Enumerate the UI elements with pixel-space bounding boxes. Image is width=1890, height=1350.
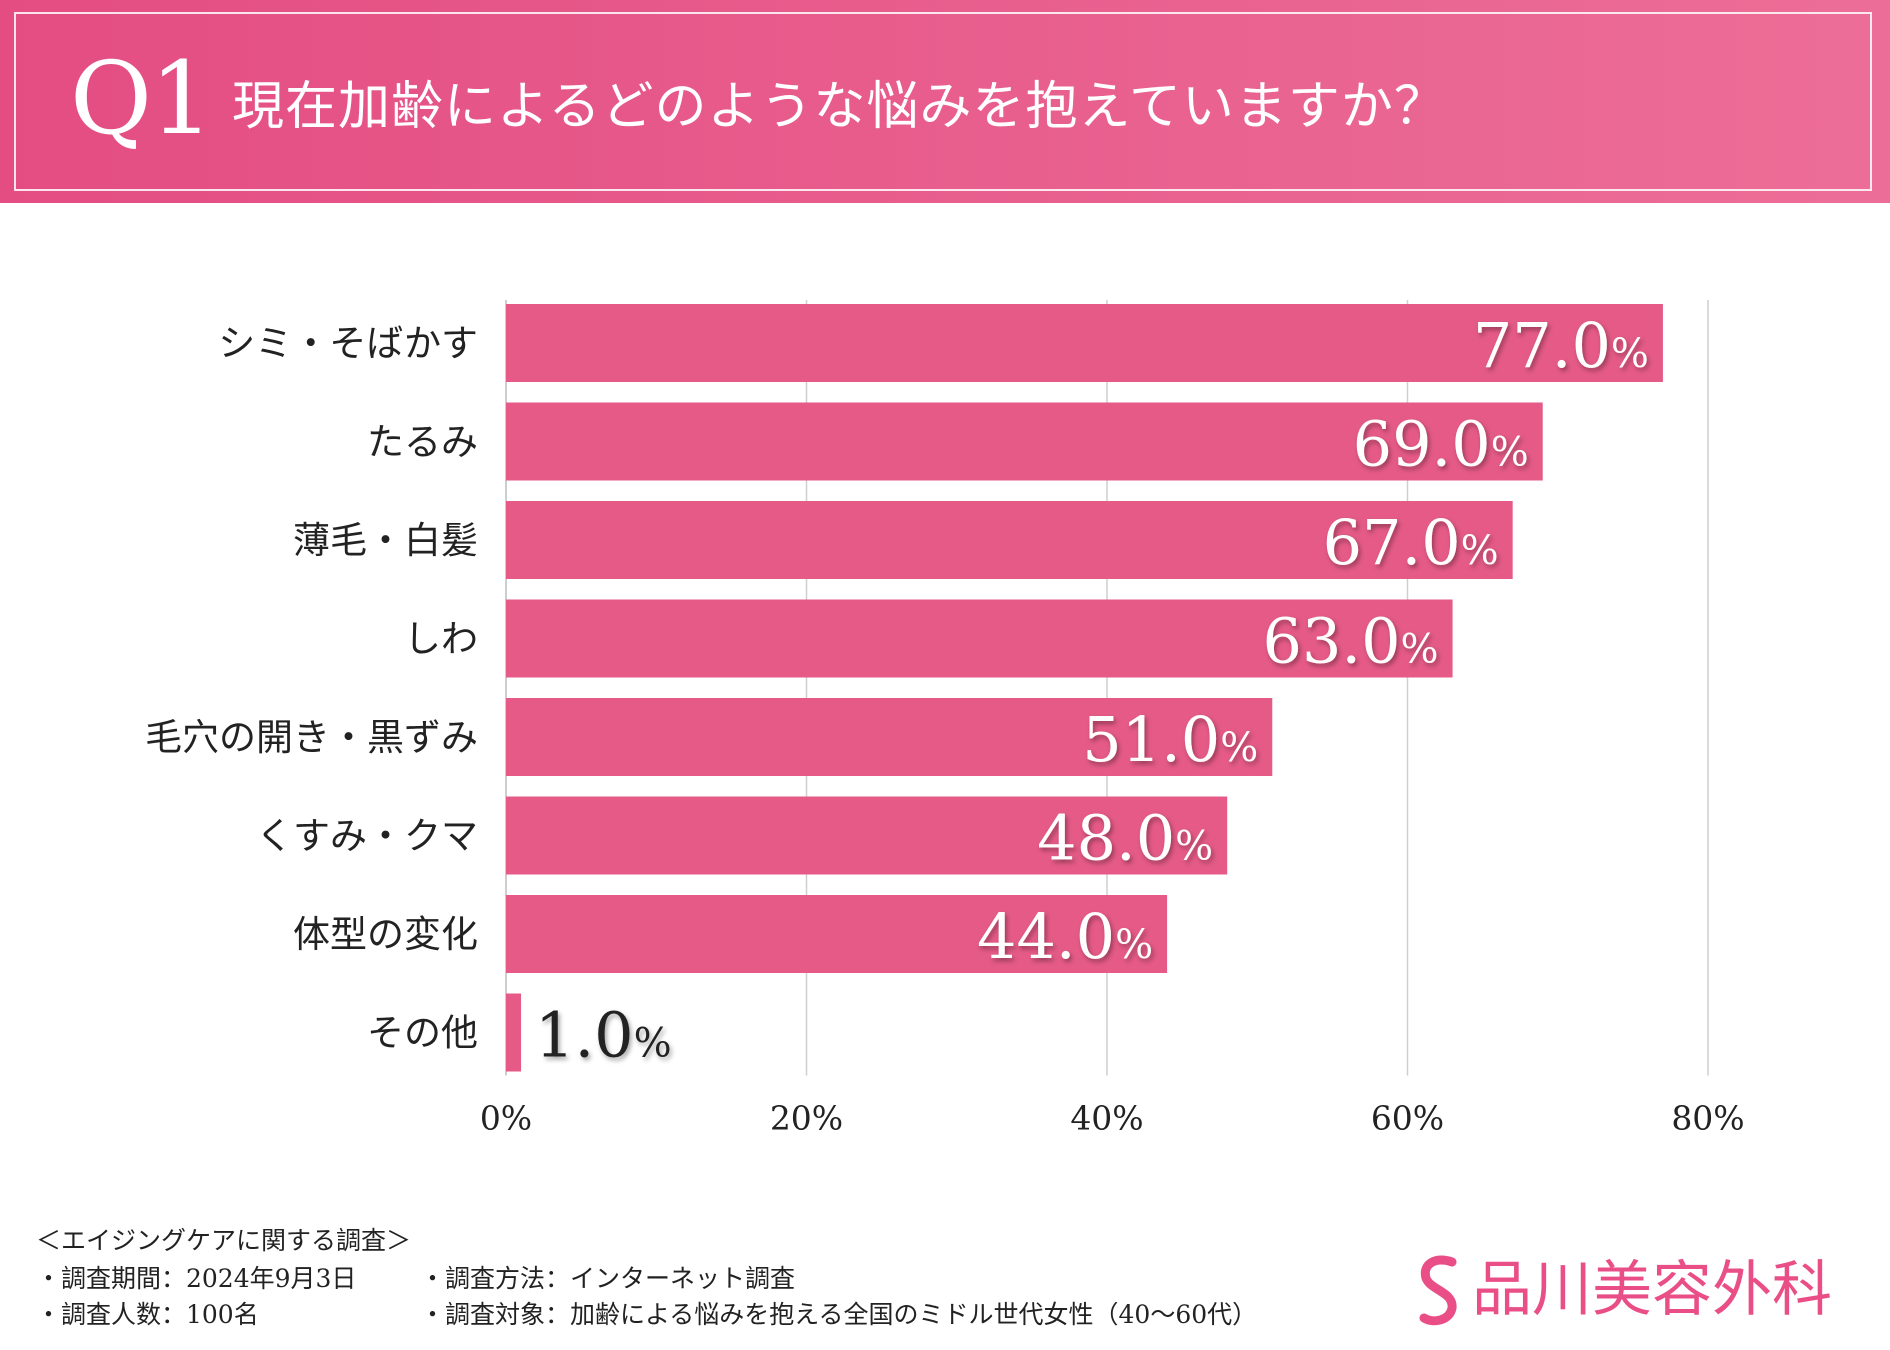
question-number: Q1 [70,40,214,157]
bar [506,599,1453,678]
value-number: 51.0 [1082,703,1220,776]
value-number: 48.0 [1037,802,1175,875]
bars [506,304,1663,1072]
value-number: 77.0 [1473,309,1611,382]
value-suffix: % [1401,627,1439,673]
bar [506,796,1228,875]
value-label: 67.0% [1323,506,1499,579]
survey-method: ・調査方法：インターネット調査 [420,1264,796,1293]
value-suffix: % [1175,824,1213,870]
value-label: 69.0% [1353,408,1529,481]
value-number: 67.0 [1323,506,1461,579]
s-logo-icon [1419,1255,1457,1326]
survey-count: ・調査人数：100名 [36,1300,259,1329]
value-suffix: % [634,1021,672,1067]
value-labels: 77.0%69.0%67.0%63.0%51.0%48.0%44.0%1.0% [535,309,1649,1072]
bar [506,698,1273,776]
question-text: 現在加齢によるどのような悩みを抱えていますか？ [232,77,1447,137]
value-suffix: % [1461,528,1499,574]
bar [506,993,522,1072]
value-suffix: % [1611,331,1649,377]
bar-chart: シミ・そばかすたるみ薄毛・白髪しわ毛穴の開き・黒ずみくすみ・クマ体型の変化その他… [145,300,1745,1138]
category-label: シミ・そばかす [218,322,478,365]
bar [506,895,1168,973]
brand-logo: 品川美容外科 [1412,1250,1872,1330]
question-banner: Q1 現在加齢によるどのような悩みを抱えていますか？ [0,0,1890,203]
survey-title: ＜エイジングケアに関する調査＞ [36,1226,412,1255]
bar [506,501,1513,579]
value-number: 63.0 [1263,605,1401,678]
value-suffix: % [1115,922,1153,968]
x-tick-label: 40% [1070,1099,1143,1138]
survey-period: ・調査期間：2024年9月3日 [36,1264,357,1293]
bar [506,304,1663,382]
category-label: しわ [404,618,478,661]
category-label: くすみ・クマ [256,815,478,858]
bar [506,402,1543,481]
category-label: たるみ [367,421,478,464]
brand-name: 品川美容外科 [1472,1255,1832,1325]
value-label: 63.0% [1263,605,1439,678]
category-label: 薄毛・白髪 [293,519,478,562]
category-label: その他 [367,1012,478,1055]
x-axis-ticks: 0% 20% 40% 60% 80% [480,1099,1745,1138]
value-label: 51.0% [1082,703,1258,776]
value-number: 1.0 [535,999,634,1072]
value-label: 77.0% [1473,309,1649,382]
value-number: 69.0 [1353,408,1491,481]
x-tick-label: 20% [770,1099,843,1138]
value-suffix: % [1220,725,1258,771]
value-label: 1.0% [535,999,672,1072]
value-label: 44.0% [977,900,1153,973]
value-suffix: % [1491,430,1529,476]
x-tick-label: 60% [1371,1099,1444,1138]
value-label: 48.0% [1037,802,1213,875]
x-tick-label: 0% [480,1099,532,1138]
category-label: 毛穴の開き・黒ずみ [145,716,478,759]
category-label: 体型の変化 [293,913,478,956]
x-tick-label: 80% [1671,1099,1744,1138]
banner-frame [14,12,1872,191]
survey-target: ・調査対象：加齢による悩みを抱える全国のミドル世代女性（40〜60代） [420,1300,1258,1329]
value-number: 44.0 [977,900,1115,973]
